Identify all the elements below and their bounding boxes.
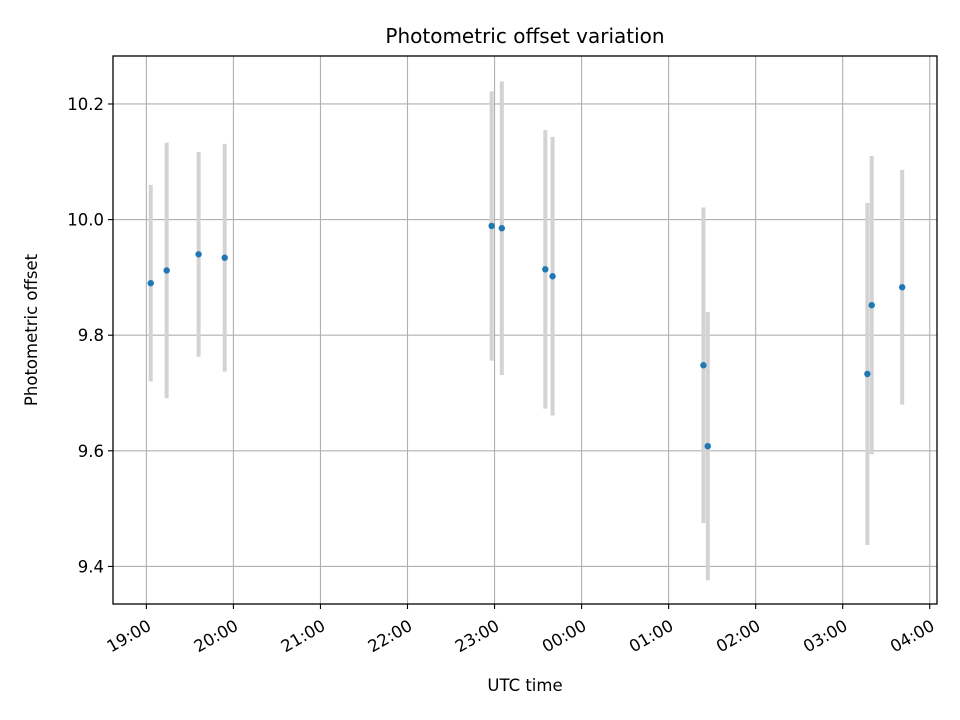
chart-title: Photometric offset variation [385,24,664,48]
x-tick-label: 23:00 [452,616,503,656]
data-points [147,222,906,450]
y-tick-label: 9.4 [78,557,104,576]
x-tick-label: 22:00 [365,616,416,656]
y-axis: 9.4 9.6 9.8 10.0 10.2 [67,95,113,576]
data-point [549,273,556,280]
plot-frame [112,55,938,605]
y-tick-label: 10.0 [67,211,104,230]
data-point [700,362,707,369]
x-axis: 19:00 20:00 21:00 22:00 23:00 00:00 01:00 02:00… [104,604,938,656]
y-tick-label: 9.8 [78,326,104,345]
data-point [195,251,202,258]
data-point [498,225,505,232]
x-tick-label: 21:00 [278,616,329,656]
x-tick-label: 03:00 [800,616,851,656]
error-bars [148,81,905,581]
data-point [864,370,871,378]
data-point [221,254,228,261]
x-tick-label: 02:00 [713,616,764,656]
x-tick-label: 00:00 [539,616,590,656]
x-axis-label: UTC time [487,676,562,695]
grid [113,56,937,604]
x-tick-label: 01:00 [626,616,677,656]
x-tick-label: 20:00 [191,616,242,656]
y-tick-label: 9.6 [78,442,104,461]
data-point [868,301,875,309]
x-tick-label: 04:00 [887,616,938,656]
data-point [163,267,170,274]
data-point [898,284,906,291]
y-axis-label: Photometric offset [22,253,41,406]
y-tick-label: 10.2 [67,95,104,114]
data-point [488,222,495,230]
data-point [542,266,549,273]
x-tick-label: 19:00 [104,616,155,656]
data-point [147,279,154,287]
data-point [704,442,711,450]
